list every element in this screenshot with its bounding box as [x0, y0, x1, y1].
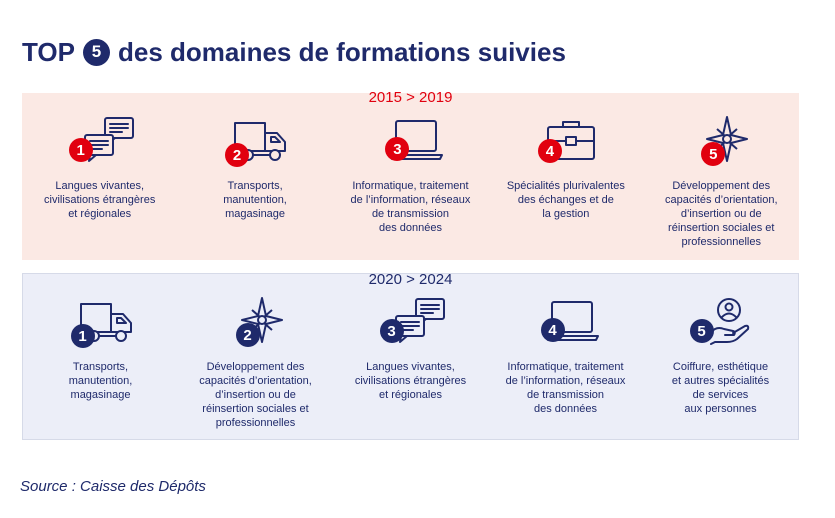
ranking-item: 1 Langues vivantes, civilisations étrang…: [22, 115, 177, 249]
rank-badge: 3: [379, 319, 404, 343]
ranking-item: 5 Coiffure, esthétique et autres spécial…: [643, 296, 798, 430]
compass-rose-icon: 2: [216, 296, 296, 354]
rank-badge: 4: [540, 318, 565, 342]
briefcase-icon: 4: [526, 115, 606, 173]
title-number-badge: 5: [82, 38, 110, 66]
page-title: TOP 5 des domaines de formations suivies: [22, 34, 566, 70]
rank-badge: 4: [537, 139, 562, 163]
speech-bubbles-icon: 1: [60, 115, 140, 173]
ranking-item: 3 Langues vivantes, civilisations étrang…: [333, 296, 488, 430]
compass-rose-icon: 5: [681, 115, 761, 173]
domain-label: Informatique, traitement de l’informatio…: [350, 180, 471, 234]
domain-label: Transports, manutention, magasinage: [223, 180, 287, 220]
period-label: 2015 > 2019: [368, 89, 453, 106]
speech-bubbles-icon: 3: [371, 296, 451, 354]
rank-badge: 1: [68, 138, 93, 162]
source-note: Source : Caisse des Dépôts: [20, 478, 206, 495]
ranking-item: 2 Développement des capacités d’orientat…: [178, 296, 333, 430]
ranking-item: 5 Développement des capacités d’orientat…: [644, 115, 799, 249]
rank-badge: 5: [689, 319, 714, 343]
domain-label: Coiffure, esthétique et autres spécialit…: [671, 361, 770, 415]
rank-badge: 5: [701, 142, 726, 166]
ranking-item: 2 Transports, manutention, magasinage: [177, 115, 332, 249]
domain-label: Langues vivantes, civilisations étrangèr…: [44, 180, 156, 220]
domain-label: Spécialités plurivalentes des échanges e…: [506, 180, 625, 220]
title-suffix: des domaines de formations suivies: [117, 36, 566, 67]
panel-2020-2024: 2020 > 2024 1 Transports, manutention, m…: [22, 271, 799, 440]
rank-badge: 3: [385, 137, 410, 161]
ranking-item: 4 Spécialités plurivalentes des échanges…: [488, 115, 643, 249]
ranking-item: 1 Transports, manutention, magasinage: [23, 296, 178, 430]
domain-label: Transports, manutention, magasinage: [68, 361, 133, 401]
rank-badge: 2: [235, 323, 260, 347]
truck-icon: 1: [61, 296, 141, 354]
rank-badge: 2: [225, 143, 250, 167]
laptop-icon: 3: [370, 115, 450, 173]
ranking-item: 3 Informatique, traitement de l’informat…: [333, 115, 488, 249]
laptop-icon: 4: [526, 296, 606, 354]
hand-person-icon: 5: [681, 296, 761, 354]
domain-label: Développement des capacités d’orientatio…: [199, 361, 312, 429]
period-label: 2020 > 2024: [368, 271, 453, 288]
panel-2015-2019: 2015 > 2019 1 Langues vivantes, civilisa…: [22, 89, 799, 260]
domain-label: Langues vivantes, civilisations étrangèr…: [354, 361, 467, 401]
rank-badge: 1: [70, 324, 95, 348]
truck-icon: 2: [215, 115, 295, 173]
domain-label: Développement des capacités d’orientatio…: [664, 180, 778, 248]
title-prefix: TOP: [22, 36, 75, 67]
ranking-item: 4 Informatique, traitement de l’informat…: [488, 296, 643, 430]
domain-label: Informatique, traitement de l’informatio…: [505, 361, 626, 415]
